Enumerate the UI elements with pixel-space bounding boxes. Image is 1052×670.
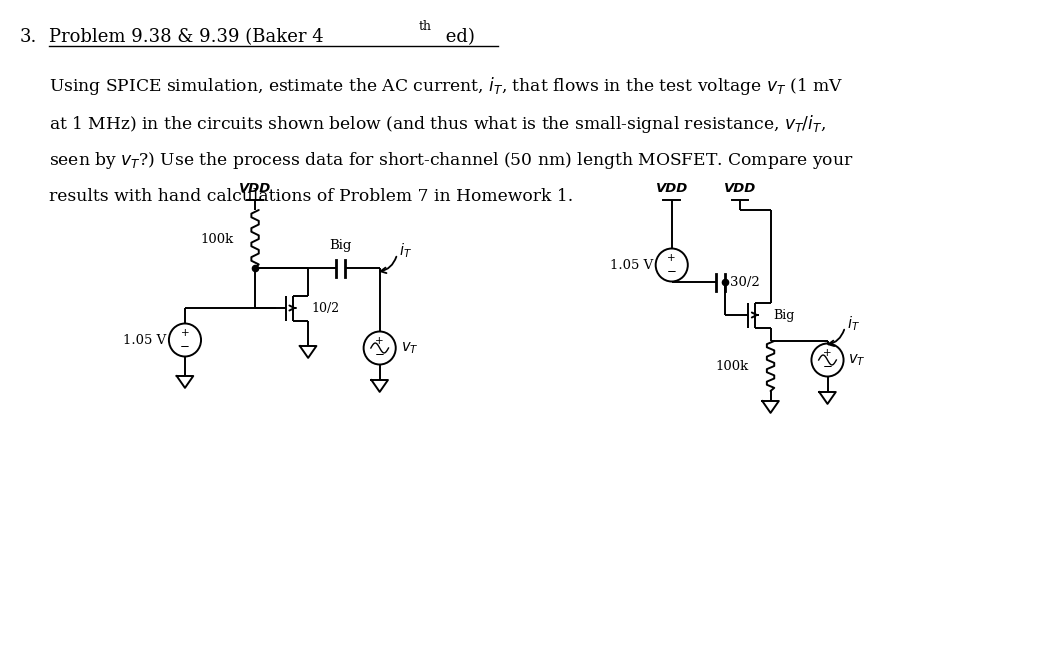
Text: $i_T$: $i_T$: [847, 315, 859, 334]
Text: VDD: VDD: [655, 182, 688, 195]
Text: th: th: [419, 20, 431, 33]
Text: +: +: [667, 253, 676, 263]
Text: 1.05 V: 1.05 V: [610, 259, 653, 271]
Text: VDD: VDD: [724, 182, 756, 195]
Text: 30/2: 30/2: [730, 275, 760, 289]
Text: −: −: [823, 360, 832, 373]
Text: results with hand calculations of Problem 7 in Homework 1.: results with hand calculations of Proble…: [48, 188, 573, 204]
Text: −: −: [375, 348, 385, 361]
Text: −: −: [180, 340, 190, 354]
Text: $v_T$: $v_T$: [848, 352, 866, 368]
Text: ed): ed): [440, 28, 474, 46]
Text: 100k: 100k: [715, 360, 749, 373]
Text: Problem 9.38 & 9.39 (Baker 4: Problem 9.38 & 9.39 (Baker 4: [48, 28, 323, 46]
Text: Using SPICE simulation, estimate the AC current, $i_T$, that flows in the test v: Using SPICE simulation, estimate the AC …: [48, 75, 843, 97]
Text: +: +: [376, 336, 384, 346]
Text: $i_T$: $i_T$: [399, 242, 412, 261]
Text: 3.: 3.: [20, 28, 37, 46]
Text: +: +: [824, 348, 832, 358]
Text: Big: Big: [329, 239, 352, 252]
Text: Big: Big: [773, 308, 795, 322]
Text: 10/2: 10/2: [311, 302, 339, 314]
Text: +: +: [181, 328, 189, 338]
Text: 1.05 V: 1.05 V: [123, 334, 166, 346]
Text: $v_T$: $v_T$: [401, 340, 419, 356]
Text: VDD: VDD: [239, 182, 271, 195]
Text: −: −: [667, 265, 676, 279]
Text: seen by $v_T$?) Use the process data for short-channel (50 nm) length MOSFET. Co: seen by $v_T$?) Use the process data for…: [48, 150, 853, 171]
Text: 100k: 100k: [200, 232, 234, 245]
Text: at 1 MHz) in the circuits shown below (and thus what is the small-signal resista: at 1 MHz) in the circuits shown below (a…: [48, 113, 826, 135]
